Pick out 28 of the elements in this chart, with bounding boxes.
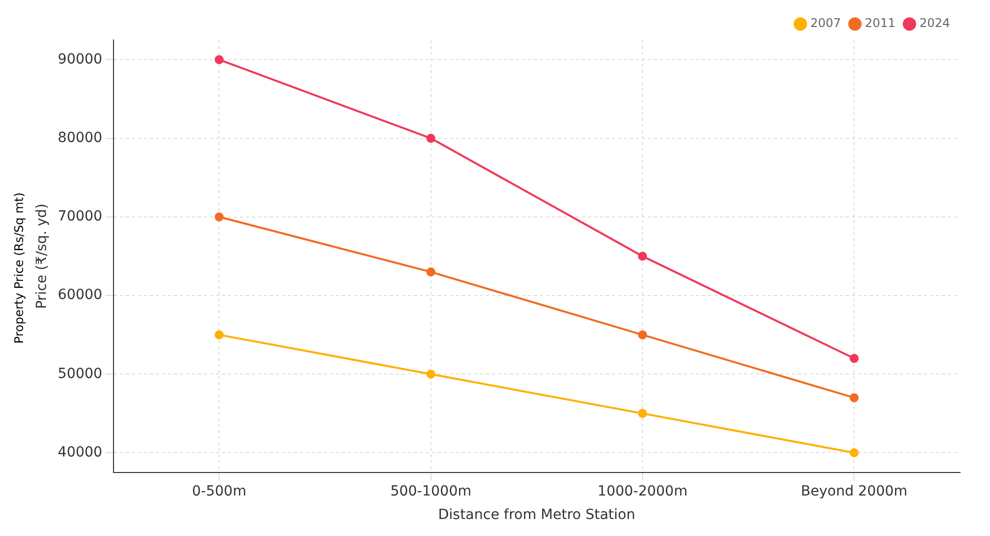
point [638,408,647,418]
y-tick-label: 60000 [58,287,102,304]
point [214,212,224,222]
y-tick-label: 50000 [58,366,102,382]
point [214,55,224,64]
x-axis-title: Distance from Metro Station [438,507,636,524]
legend-label: 2007 [810,16,841,30]
point [850,354,859,363]
point [214,330,224,340]
point [850,393,859,402]
point [850,448,859,458]
y-tick-label: 90000 [58,51,102,68]
x-tick-label: 500-1000m [390,483,472,500]
point [426,267,436,276]
point [638,330,647,340]
legend-label: 2011 [864,16,896,30]
y-tick-label: 80000 [58,130,102,146]
point [426,134,436,143]
point [426,370,436,379]
point [638,252,647,261]
legend-label: 2024 [919,16,950,30]
x-tick-label: Beyond 2000m [800,483,908,500]
x-tick-label: 1000-2000m [598,483,688,500]
text: Property Price (Rs/Sq mt) [12,192,26,344]
y-tick-label: 40000 [58,444,102,460]
y-tick-label: 70000 [58,208,102,225]
y-axis-title: Price (₹/sq. yd) [34,203,50,309]
x-tick-label: 0-500m [192,483,246,500]
